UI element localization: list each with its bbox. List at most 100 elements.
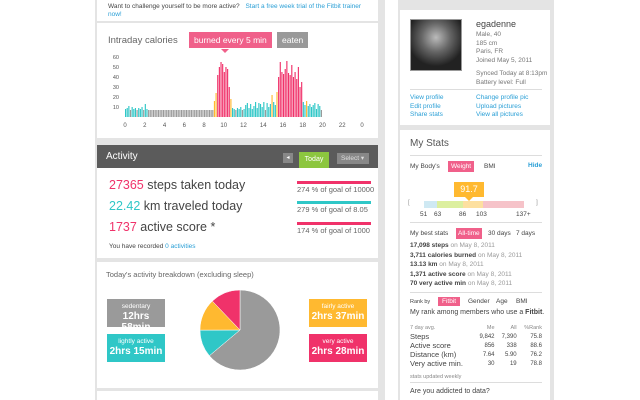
- tab-weight[interactable]: Weight: [448, 161, 475, 172]
- distance-stat: 22.42 km traveled today: [109, 199, 242, 213]
- weight-pointer: [465, 197, 473, 205]
- location: Paris, FR: [476, 48, 504, 55]
- tab-eaten[interactable]: eaten: [277, 32, 309, 48]
- calorie-bar: [220, 62, 222, 117]
- breakdown-title: Today's activity breakdown (excluding sl…: [106, 270, 254, 279]
- calorie-bar: [255, 102, 257, 117]
- calorie-bar: [253, 106, 255, 117]
- avatar[interactable]: [410, 19, 462, 71]
- x-tick-label: 12: [240, 123, 247, 129]
- stats-panel: My Stats My Body's Weight BMI Hide 91.7 …: [400, 130, 550, 400]
- calorie-bar: [218, 67, 220, 117]
- view-profile-link[interactable]: View profile: [410, 94, 444, 101]
- x-tick-label: 18: [299, 123, 306, 129]
- activity-body: 27365 steps taken today 22.42 km travele…: [97, 168, 378, 258]
- calorie-bar: [278, 77, 280, 117]
- distance-goal-bar: [297, 201, 371, 204]
- rank-table: 7 day avg. Me All %Rank Steps 9,842 7,390 75.8 A…: [408, 323, 544, 369]
- best-stat-item: 17,098 steps on May 8, 2011: [410, 241, 522, 251]
- change-profile-pic-link[interactable]: Change profile pic: [476, 94, 529, 101]
- calorie-bar: [304, 105, 306, 117]
- tab-age[interactable]: Age: [496, 298, 508, 305]
- tab-bmi[interactable]: BMI: [484, 163, 496, 170]
- rank-row: Very active min. 30 19 78.8: [408, 359, 544, 368]
- intraday-panel: Intraday calories burned every 5 min eat…: [97, 23, 378, 138]
- tab-7-days[interactable]: 7 days: [516, 230, 536, 237]
- challenge-text: Want to challenge yourself to be more ac…: [108, 3, 240, 10]
- calorie-bar: [312, 105, 314, 117]
- calorie-bar: [276, 92, 278, 117]
- calorie-bar: [228, 87, 230, 117]
- calorie-bar: [125, 109, 127, 117]
- rank-text: My rank among members who use a Fitbit.: [410, 309, 545, 316]
- calorie-bar: [199, 110, 201, 117]
- calorie-bar: [296, 79, 298, 117]
- calorie-bar: [279, 62, 281, 117]
- lightly-active-label: lightly active: [118, 338, 154, 345]
- tab-burned[interactable]: burned every 5 min: [189, 32, 272, 48]
- upload-pictures-link[interactable]: Upload pictures: [476, 102, 522, 110]
- today-tab[interactable]: Today: [299, 152, 329, 168]
- calorie-bar: [174, 110, 176, 117]
- calorie-bar: [302, 102, 304, 117]
- rank-header-cell: %Rank: [524, 324, 542, 331]
- next-panel: [97, 391, 378, 400]
- profile-details: Male, 40 185 cm Paris, FR Joined May 5, …: [476, 31, 547, 87]
- calorie-bar: [317, 104, 319, 117]
- calorie-bar: [269, 104, 271, 117]
- prev-day-button[interactable]: ◂: [283, 153, 293, 163]
- tab-fitbit[interactable]: Fitbit: [438, 297, 461, 306]
- y-tick-label: 30: [113, 85, 119, 91]
- calorie-bar: [215, 93, 217, 117]
- scale-tick: 63: [434, 211, 442, 218]
- calorie-bar: [192, 110, 194, 117]
- distance-value: 22.42: [109, 199, 141, 213]
- calorie-bar: [297, 67, 299, 117]
- edit-profile-link[interactable]: Edit profile: [410, 102, 441, 110]
- intraday-title: Intraday calories: [108, 35, 178, 46]
- rank-cell: Distance (km): [410, 350, 457, 359]
- tab-30-days[interactable]: 30 days: [488, 230, 511, 237]
- calorie-bar: [190, 110, 192, 117]
- hide-link[interactable]: Hide: [528, 162, 543, 169]
- score-stat: 1737 active score *: [109, 220, 215, 234]
- best-stat-date: on May 8, 2011: [467, 280, 513, 287]
- trainer-trial-link[interactable]: Start a free week trial of the Fitbit tr…: [108, 3, 362, 18]
- rank-cell: 338: [506, 342, 517, 349]
- intraday-calories-chart: 10 20 30 40 50 60 0 2 4 6 8 10 12 14 16 18 20 22 0: [113, 55, 364, 129]
- scale-tick: 51: [420, 211, 428, 218]
- calorie-bar: [281, 72, 283, 117]
- sedentary-box: sedentary 12hrs 58min: [107, 299, 165, 333]
- x-tick-label: 20: [319, 123, 326, 129]
- calorie-bar: [161, 110, 163, 117]
- best-stat-item: 3,711 calories burned on May 8, 2011: [410, 251, 522, 261]
- divider: [410, 222, 542, 223]
- body-label: My Body's: [410, 163, 440, 170]
- select-dropdown[interactable]: Select ▾: [337, 153, 369, 164]
- share-stats-link[interactable]: Share stats: [410, 111, 443, 118]
- rank-cell: 9,842: [479, 333, 495, 340]
- breakdown-panel: Today's activity breakdown (excluding sl…: [97, 262, 378, 388]
- activities-link[interactable]: 0 activities: [165, 243, 196, 250]
- rank-cell: 78.8: [530, 360, 542, 367]
- calorie-bar: [141, 107, 143, 117]
- tab-gender[interactable]: Gender: [468, 298, 490, 305]
- rank-description: My rank among members who use a: [410, 309, 524, 316]
- calorie-bar: [146, 109, 148, 117]
- calorie-bar: [256, 108, 258, 117]
- x-tick-label: 14: [260, 123, 267, 129]
- calorie-bar: [286, 61, 288, 117]
- rank-cell: 88.6: [530, 342, 542, 349]
- calorie-bar: [240, 107, 242, 117]
- calorie-bar: [167, 110, 169, 117]
- view-all-pictures-link[interactable]: View all pictures: [476, 111, 523, 118]
- calorie-bar: [126, 108, 128, 117]
- best-stat-item: 13.13 km on May 8, 2011: [410, 260, 522, 270]
- calorie-bar: [294, 72, 296, 117]
- tab-bmi-rank[interactable]: BMI: [516, 298, 528, 305]
- tab-all-time[interactable]: All-time: [456, 228, 482, 239]
- calorie-bar: [148, 110, 150, 117]
- calorie-bar: [179, 110, 181, 117]
- calorie-bar: [245, 105, 247, 117]
- calorie-bar: [133, 109, 135, 117]
